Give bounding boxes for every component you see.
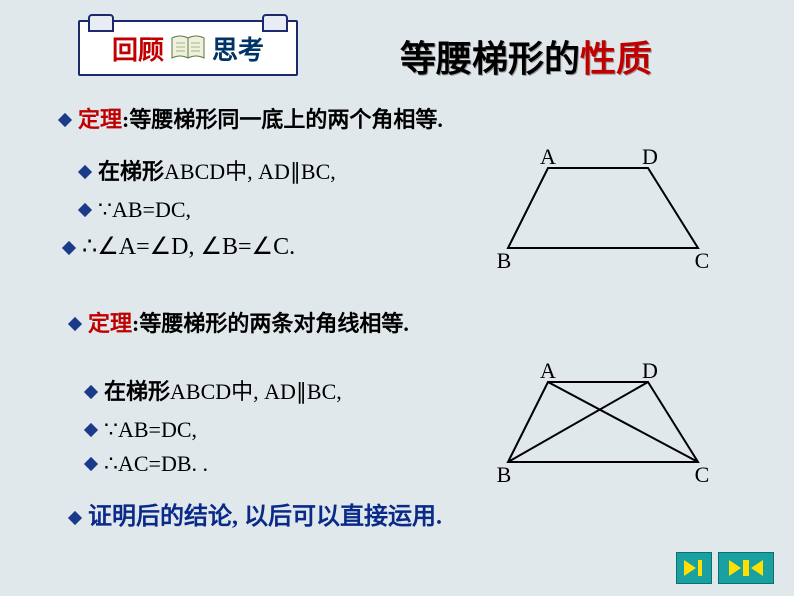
label-C: C [695, 462, 710, 487]
proof2-line1: 在梯形 ABCD 中, AD∥BC, [86, 378, 342, 407]
proof1-line2: ∵AB=DC, [80, 196, 191, 225]
proof1-l2: ∵AB=DC, [98, 196, 191, 225]
trapezoid-2: A D B C [488, 362, 728, 497]
proof1-l1-after: 中, AD∥BC, [225, 158, 336, 187]
title-red: 性质 [580, 39, 652, 79]
label-D: D [642, 148, 658, 169]
bullet-icon [78, 165, 92, 179]
page-title: 等腰梯形的性质 [400, 30, 652, 82]
bullet-icon [68, 317, 82, 331]
proof2-l1-mid: ABCD [170, 378, 231, 407]
trapezoid-1: A D B C [488, 148, 728, 283]
proof2-line3: ∴AC=DB. . [86, 450, 208, 479]
theorem2-text: :等腰梯形的两条对角线相等. [132, 310, 409, 339]
label-A: A [540, 362, 556, 383]
label-B: B [497, 462, 512, 487]
proof2-l1-after: 中, AD∥BC, [231, 378, 342, 407]
proof1-l1-mid: ABCD [164, 158, 225, 187]
theorem1-line: 定理 :等腰梯形同一底上的两个角相等. [60, 106, 443, 135]
nav-buttons [676, 552, 774, 584]
theorem1-text: :等腰梯形同一底上的两个角相等. [122, 106, 443, 135]
bullet-icon [68, 511, 82, 525]
bullet-icon [84, 423, 98, 437]
banner-left-text: 回顾 [112, 30, 164, 67]
proof1-line3: ∴∠A=∠D, ∠B=∠C. [64, 232, 295, 263]
proof1-l1-pre: 在梯形 [98, 158, 164, 187]
proof2-l2: ∵AB=DC, [104, 416, 197, 445]
proof1-line1: 在梯形 ABCD 中, AD∥BC, [80, 158, 336, 187]
proof2-line2: ∵AB=DC, [86, 416, 197, 445]
bullet-icon [84, 457, 98, 471]
bullet-icon [58, 113, 72, 127]
conclusion-text: 证明后的结论, 以后可以直接运用. [88, 502, 442, 533]
bullet-icon [84, 385, 98, 399]
label-B: B [497, 248, 512, 273]
label-D: D [642, 362, 658, 383]
theorem1-label: 定理 [78, 106, 122, 135]
label-A: A [540, 148, 556, 169]
banner-right-text: 思考 [212, 30, 264, 67]
label-C: C [695, 248, 710, 273]
bullet-icon [78, 203, 92, 217]
review-banner: 回顾 思考 [78, 20, 298, 76]
title-black: 等腰梯形的 [400, 39, 580, 79]
proof1-l3: ∴∠A=∠D, ∠B=∠C. [82, 232, 295, 263]
book-icon [170, 34, 206, 62]
proof2-l3: ∴AC=DB. . [104, 450, 208, 479]
prev-next-button[interactable] [718, 552, 774, 584]
conclusion-line: 证明后的结论, 以后可以直接运用. [70, 502, 442, 533]
next-button[interactable] [676, 552, 712, 584]
bullet-icon [62, 241, 76, 255]
theorem2-label: 定理 [88, 310, 132, 339]
theorem2-line: 定理 :等腰梯形的两条对角线相等. [70, 310, 409, 339]
proof2-l1-pre: 在梯形 [104, 378, 170, 407]
